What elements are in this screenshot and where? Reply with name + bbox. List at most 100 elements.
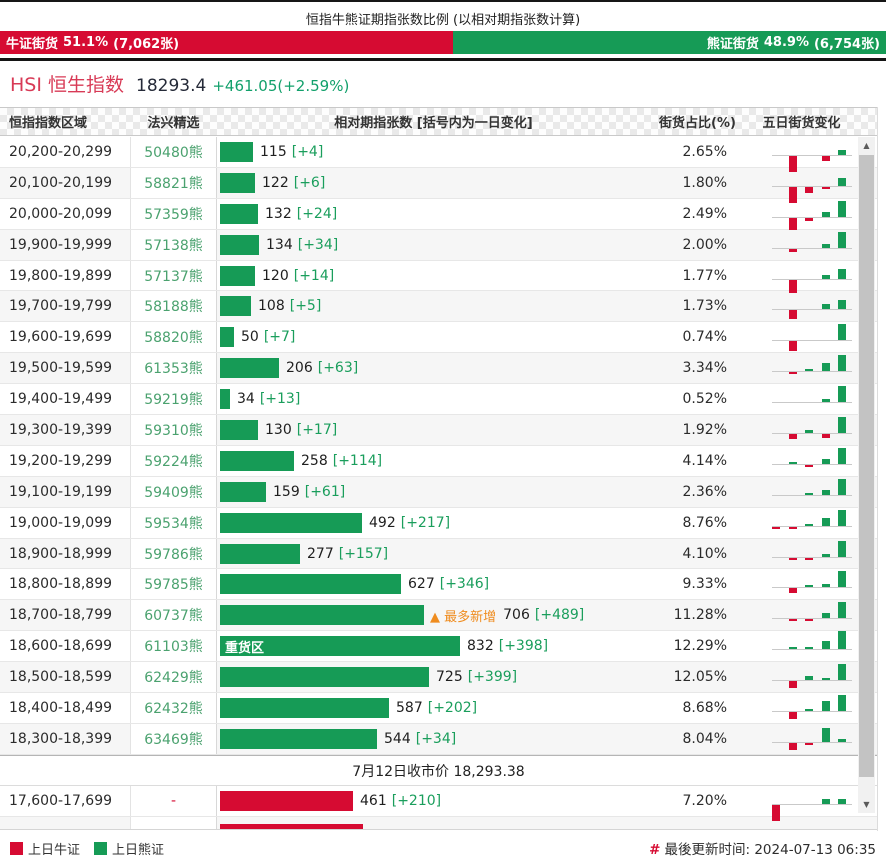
warrant-code-cell: 58820熊 — [130, 322, 217, 353]
warrant-code-link[interactable]: - — [170, 792, 177, 809]
table-row[interactable]: 19,600-19,699 58820熊 50 [+7] 0.74% — [0, 322, 877, 354]
volume-change: [+399] — [467, 669, 518, 686]
mini-bar-bear — [838, 300, 846, 310]
volume-change: [+5] — [289, 298, 322, 315]
volume-bar-cell: 50 [+7] — [217, 327, 650, 348]
warrant-code-link[interactable]: 58820熊 — [144, 330, 203, 347]
warrant-code-link[interactable]: 58188熊 — [144, 299, 203, 316]
volume-change: [+24] — [296, 205, 338, 222]
mini-bar-bear — [821, 489, 830, 495]
table-row[interactable]: 20,000-20,099 57359熊 132 [+24] 2.49% — [0, 198, 877, 230]
table-row[interactable]: 18,900-18,999 59786熊 277 [+157] 4.10% — [0, 538, 877, 570]
five-day-cell — [745, 446, 858, 476]
warrant-code-link[interactable]: 62432熊 — [144, 700, 203, 717]
table-row[interactable]: 19,000-19,099 59534熊 492 [+217] 8.76% — [0, 507, 877, 539]
warrant-code-link[interactable]: 59409熊 — [144, 484, 203, 501]
warrant-code-link[interactable]: 50480熊 — [144, 144, 203, 161]
volume-value: 115 — [260, 143, 287, 160]
warrant-code-link[interactable]: 59219熊 — [144, 392, 203, 409]
bear-ratio-segment: 熊证街货 48.9% (6,754张) — [452, 31, 886, 54]
five-day-mini-chart — [772, 168, 852, 203]
mini-bar-bear — [821, 517, 830, 526]
mini-bar-bear — [838, 478, 846, 495]
five-day-cell — [745, 415, 858, 445]
mini-chart-baseline — [772, 803, 852, 805]
five-day-cell — [745, 353, 858, 383]
table-row[interactable]: 18,600-18,699 61103熊 重货区 832 [+398] 12.29% — [0, 631, 877, 663]
warrant-code-link[interactable]: 57359熊 — [144, 206, 203, 223]
scroll-down-arrow-icon[interactable]: ▼ — [858, 796, 875, 813]
outstanding-pct: 2.00% — [682, 236, 727, 253]
outstanding-pct: 8.68% — [682, 699, 727, 716]
mini-bar-bull — [788, 310, 797, 320]
volume-change: [+489] — [534, 607, 585, 624]
warrant-code-link[interactable]: 59224熊 — [144, 453, 203, 470]
table-row[interactable]: 20,200-20,299 50480熊 115 [+4] 2.65% — [0, 137, 877, 172]
mini-bar-bull — [821, 433, 830, 438]
mini-bar-bear — [838, 664, 846, 681]
scroll-up-arrow-icon[interactable]: ▲ — [858, 137, 875, 154]
mini-bar-bull — [772, 526, 780, 529]
outstanding-pct: 9.33% — [682, 576, 727, 593]
warrant-code-link[interactable]: 58821熊 — [144, 175, 203, 192]
table-row[interactable]: 18,700-18,799 60737熊 ▲ 最多新增 706 [+489] 11.28% — [0, 600, 877, 632]
table-row[interactable]: 19,100-19,199 59409熊 159 [+61] 2.36% — [0, 476, 877, 508]
warrant-code-link[interactable]: 59786熊 — [144, 546, 203, 563]
warrant-code-link[interactable]: 59310熊 — [144, 422, 203, 439]
warrant-code-cell: 59409熊 — [130, 476, 217, 507]
table-row[interactable]: 18,300-18,399 63469熊 544 [+34] 8.04% — [0, 723, 877, 755]
warrant-code-link[interactable]: 62429熊 — [144, 670, 203, 687]
table-row[interactable]: 19,900-19,999 57138熊 134 [+34] 2.00% — [0, 229, 877, 261]
five-day-cell — [745, 569, 858, 599]
bear-volume-bar — [220, 512, 362, 533]
warrant-code-link[interactable]: 61353熊 — [144, 361, 203, 378]
table-row[interactable]: 19,300-19,399 59310熊 130 [+17] 1.92% — [0, 415, 877, 446]
mini-bar-bear — [805, 676, 813, 681]
warrant-code-link[interactable]: 63469熊 — [144, 731, 203, 748]
warrant-code-cell: 62432熊 — [130, 693, 217, 723]
mini-bar-bear — [838, 177, 846, 186]
table-row[interactable]: 18,800-18,899 59785熊 627 [+346] 9.33% — [0, 569, 877, 601]
table-row[interactable]: 18,500-18,599 62429熊 725 [+399] 12.05% — [0, 662, 877, 694]
outstanding-pct: 4.10% — [682, 545, 727, 562]
outstanding-pct: 1.77% — [682, 267, 727, 284]
warrant-code-link[interactable]: 59534熊 — [144, 515, 203, 532]
table-row[interactable]: 19,400-19,499 59219熊 34 [+13] 0.52% — [0, 384, 877, 416]
volume-bar-cell: 重货区 832 [+398] — [217, 636, 650, 657]
volume-value: 725 — [436, 669, 463, 686]
volume-value: 120 — [262, 267, 289, 284]
bull-volume-bar — [220, 790, 353, 811]
bull-swatch-icon — [10, 841, 23, 855]
table-row[interactable]: 19,500-19,599 61353熊 206 [+63] 3.34% — [0, 353, 877, 385]
warrant-code-link[interactable]: 57137熊 — [144, 268, 203, 285]
table-row[interactable]: 20,100-20,199 58821熊 122 [+6] 1.80% — [0, 167, 877, 203]
warrant-code-link[interactable]: 57138熊 — [144, 237, 203, 254]
index-range: 18,300-18,399 — [9, 730, 113, 747]
mini-chart-baseline — [772, 432, 852, 434]
outstanding-pct: 1.92% — [682, 421, 727, 438]
table-row[interactable]: 18,400-18,499 62432熊 587 [+202] 8.68% — [0, 693, 877, 724]
warrant-code-link[interactable]: 61103熊 — [144, 639, 203, 656]
warrant-code-link[interactable]: 59785熊 — [144, 577, 203, 594]
table-row-below-close[interactable]: 17,600-17,699 - 461 [+210] 7.20% — [0, 786, 877, 821]
mini-chart-baseline — [772, 710, 852, 712]
vertical-scrollbar[interactable]: ▲ ▼ — [858, 137, 875, 813]
five-day-cell — [745, 631, 858, 661]
mini-bar-bull — [788, 588, 797, 594]
table-row[interactable]: 19,700-19,799 58188熊 108 [+5] 1.73% — [0, 291, 877, 323]
warrant-code-link[interactable]: 60737熊 — [144, 608, 203, 625]
mini-bar-bull — [788, 155, 797, 172]
scrollbar-thumb[interactable] — [859, 155, 874, 777]
volume-value: 134 — [266, 236, 293, 253]
table-row[interactable]: 19,800-19,899 57137熊 120 [+14] 1.77% — [0, 260, 877, 293]
mini-chart-baseline — [772, 463, 852, 465]
table-row[interactable]: 19,200-19,299 59224熊 258 [+114] 4.14% — [0, 445, 877, 477]
five-day-mini-chart — [772, 477, 852, 507]
legend-label: 上日熊证 — [112, 842, 165, 858]
volume-bar-cell: 461 [+210] — [217, 790, 650, 811]
five-day-mini-chart — [772, 353, 852, 383]
mini-bar-bear — [821, 363, 830, 372]
warrant-code-cell: 59786熊 — [130, 538, 217, 569]
top-border — [0, 0, 886, 2]
heavy-zone-label: 重货区 — [225, 640, 265, 656]
